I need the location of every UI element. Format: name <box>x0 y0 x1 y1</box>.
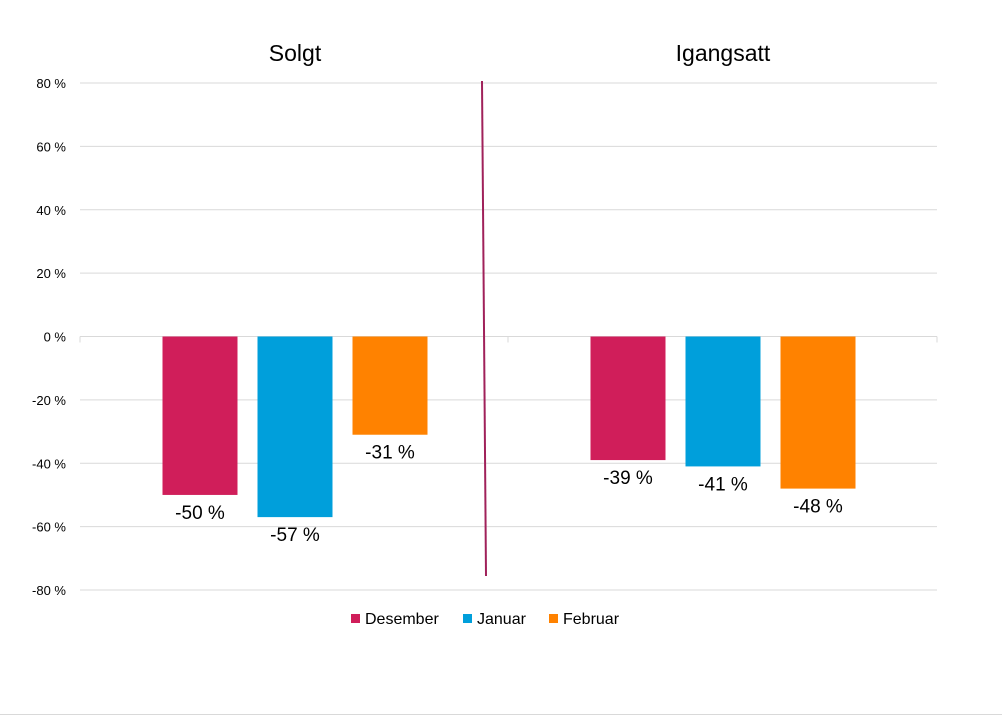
legend-swatch <box>549 614 558 623</box>
data-label: -48 % <box>793 497 843 518</box>
y-tick-label: -40 % <box>32 456 66 471</box>
data-label: -39 % <box>603 468 653 489</box>
y-tick-label: 60 % <box>36 139 66 154</box>
panel-divider <box>481 80 487 577</box>
legend-label: Januar <box>477 611 527 628</box>
legend-swatch <box>351 614 360 623</box>
y-tick-label: 20 % <box>36 266 66 281</box>
data-label: -50 % <box>175 503 225 524</box>
y-tick-label: 80 % <box>36 76 66 91</box>
y-tick-label: -80 % <box>32 583 66 598</box>
data-label: -31 % <box>365 443 415 464</box>
bottom-divider <box>0 714 1002 715</box>
bar <box>162 336 238 495</box>
bar <box>352 336 428 435</box>
group-title: Solgt <box>269 40 322 66</box>
y-tick-label: 0 % <box>44 330 67 345</box>
legend-swatch <box>463 614 472 623</box>
bar <box>780 336 856 489</box>
legend-label: Februar <box>563 611 620 628</box>
y-tick-label: 40 % <box>36 203 66 218</box>
group-title: Igangsatt <box>676 40 771 66</box>
data-label: -41 % <box>698 474 748 495</box>
bar <box>685 336 761 467</box>
bar <box>590 336 666 461</box>
data-label: -57 % <box>270 525 320 546</box>
legend-label: Desember <box>365 611 439 628</box>
bar <box>257 336 333 518</box>
y-tick-label: -20 % <box>32 393 66 408</box>
y-tick-label: -60 % <box>32 520 66 535</box>
